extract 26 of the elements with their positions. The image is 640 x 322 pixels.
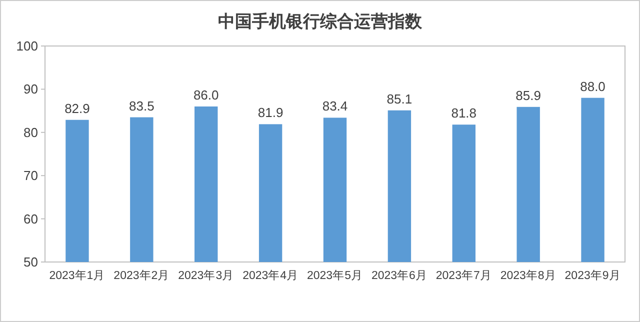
x-tick-label: 2023年1月 xyxy=(49,269,106,282)
data-label: 88.0 xyxy=(580,78,606,94)
x-tick-label: 2023年2月 xyxy=(114,269,170,282)
y-tick-label: 50 xyxy=(24,254,38,270)
y-tick-label: 100 xyxy=(16,38,38,54)
x-tick-label: 2023年5月 xyxy=(307,269,363,282)
data-label: 85.1 xyxy=(386,91,412,106)
data-label: 83.4 xyxy=(322,98,348,114)
y-tick-label: 80 xyxy=(24,124,38,140)
x-tick-label: 2023年6月 xyxy=(371,269,428,282)
x-tick-label: 2023年4月 xyxy=(242,269,299,282)
data-label: 82.9 xyxy=(64,100,90,116)
y-tick-label: 90 xyxy=(24,82,38,97)
data-label: 81.9 xyxy=(258,105,284,120)
x-tick-label: 2023年9月 xyxy=(564,269,621,282)
y-tick-label: 60 xyxy=(24,211,38,226)
x-tick-label: 2023年7月 xyxy=(436,269,492,282)
y-tick-label: 70 xyxy=(24,168,38,184)
data-label: 85.9 xyxy=(516,88,541,103)
plot: 50 60 70 80 90 100 82.9 83.5 86.0 81.9 83.4 85.1 81.8 85.9 88.0 2023年1月 2023年2月 2023年3月 2023年4月 2023年5月 2023年6月 2023年7月 2023年8月 2023年9月 xyxy=(16,38,626,282)
x-tick-label: 2023年8月 xyxy=(500,269,556,282)
data-label: 86.0 xyxy=(193,87,219,102)
data-label: 81.8 xyxy=(451,106,477,121)
data-label: 83.5 xyxy=(129,98,154,114)
chart-title: 中国手机银行综合运营指数 xyxy=(218,12,423,31)
x-tick-label: 2023年3月 xyxy=(178,269,234,282)
